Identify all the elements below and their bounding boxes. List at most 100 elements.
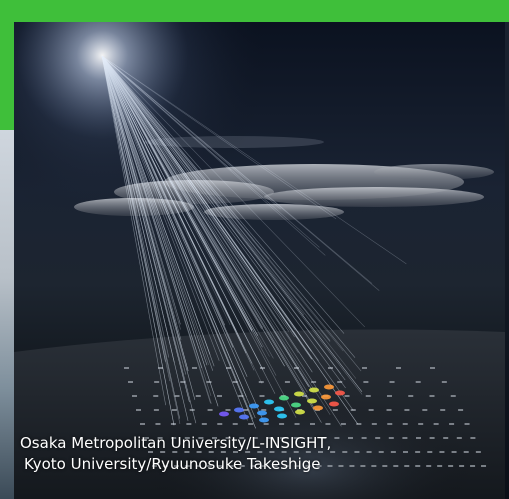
- particle-track: [101, 55, 346, 381]
- hit-detector-glow: [291, 402, 301, 408]
- particle-track: [101, 55, 263, 348]
- particle-track: [101, 55, 181, 325]
- particle-track: [101, 55, 208, 366]
- adjacent-photo-edge-right: [505, 22, 509, 499]
- particle-track: [101, 55, 170, 358]
- hit-detector-glow: [279, 395, 289, 401]
- particle-track: [101, 55, 320, 248]
- particle-track: [101, 55, 356, 358]
- particle-track: [101, 55, 297, 418]
- particle-track: [101, 55, 363, 393]
- particle-track: [101, 55, 166, 362]
- particle-track: [101, 55, 337, 220]
- particle-track: [101, 55, 345, 334]
- particle-tracks: [101, 55, 407, 429]
- particle-track: [101, 55, 256, 419]
- hit-detectors: [219, 384, 345, 423]
- particle-track: [101, 55, 365, 328]
- particle-track: [101, 55, 175, 426]
- particle-track: [101, 55, 231, 326]
- hit-detector-glow: [219, 411, 229, 417]
- particle-track: [101, 55, 196, 400]
- particle-track: [101, 55, 166, 406]
- hit-detector-glow: [277, 413, 287, 419]
- particle-track: [101, 55, 285, 367]
- particle-track: [101, 55, 313, 373]
- particle-track: [101, 55, 175, 363]
- particle-track: [101, 55, 281, 210]
- particle-track: [101, 55, 211, 355]
- particle-track: [101, 55, 274, 359]
- credit-line-1: Osaka Metropolitan University/L-INSIGHT,: [20, 434, 332, 452]
- particle-track: [101, 55, 331, 415]
- particle-track: [101, 55, 331, 342]
- hit-detector-glow: [234, 407, 244, 413]
- hit-detector-glow: [329, 401, 339, 407]
- hit-detector-glow: [274, 406, 284, 412]
- particle-track: [101, 55, 299, 354]
- hit-detector-glow: [294, 391, 304, 397]
- particle-track: [101, 55, 407, 265]
- particle-track: [101, 55, 346, 389]
- particle-track: [101, 55, 308, 393]
- credit-line-2: Kyoto University/Ryuunosuke Takeshige: [24, 455, 321, 473]
- particle-track: [101, 55, 262, 330]
- particle-track: [101, 55, 380, 291]
- particle-track: [101, 55, 290, 332]
- particle-track: [101, 55, 342, 374]
- particle-track: [101, 55, 276, 394]
- green-border-left: [0, 0, 14, 130]
- hit-detector-glow: [309, 387, 319, 393]
- particle-track: [101, 55, 310, 387]
- particle-track: [101, 55, 248, 421]
- particle-track: [101, 55, 219, 407]
- particle-track: [101, 55, 171, 382]
- particle-track: [101, 55, 326, 256]
- particle-track: [101, 55, 182, 341]
- particle-track: [101, 55, 344, 352]
- particle-track: [101, 55, 254, 420]
- particle-track: [101, 55, 232, 171]
- particle-track: [101, 55, 241, 284]
- hit-detector-glow: [321, 394, 331, 400]
- particle-track: [101, 55, 322, 423]
- particle-track: [101, 55, 187, 375]
- photo-credit: Osaka Metropolitan University/L-INSIGHT,…: [20, 433, 500, 475]
- hit-detector-glow: [259, 417, 269, 423]
- hit-detector-glow: [249, 403, 259, 409]
- particle-track: [101, 55, 214, 371]
- hit-detector-glow: [313, 405, 323, 411]
- air-shower-illustration: [14, 22, 505, 499]
- green-border-top: [0, 0, 509, 22]
- particle-track: [101, 55, 181, 419]
- hit-detector-glow: [324, 384, 334, 390]
- particle-track: [101, 55, 181, 424]
- particle-track: [101, 55, 312, 352]
- particle-track: [101, 55, 240, 221]
- particle-track: [101, 55, 182, 346]
- particle-track: [101, 55, 264, 371]
- particle-track: [101, 55, 362, 372]
- hit-detector-glow: [239, 414, 249, 420]
- hit-detector-glow: [295, 409, 305, 415]
- particle-track: [101, 55, 215, 367]
- adjacent-photo-edge: [0, 130, 14, 499]
- particle-track: [101, 55, 315, 409]
- particle-track: [101, 55, 300, 341]
- particle-track: [101, 55, 363, 395]
- particle-track: [101, 55, 212, 397]
- particle-track: [101, 55, 247, 398]
- particle-track: [101, 55, 265, 422]
- particle-track: [101, 55, 189, 421]
- particle-track: [101, 55, 305, 315]
- particle-track: [101, 55, 243, 343]
- particle-track: [101, 55, 197, 424]
- particle-track: [101, 55, 192, 341]
- particle-track: [101, 55, 203, 369]
- particle-track: [101, 55, 211, 404]
- particle-track: [101, 55, 342, 427]
- particle-track: [101, 55, 234, 348]
- hit-detector-glow: [307, 398, 317, 404]
- particle-track: [101, 55, 264, 328]
